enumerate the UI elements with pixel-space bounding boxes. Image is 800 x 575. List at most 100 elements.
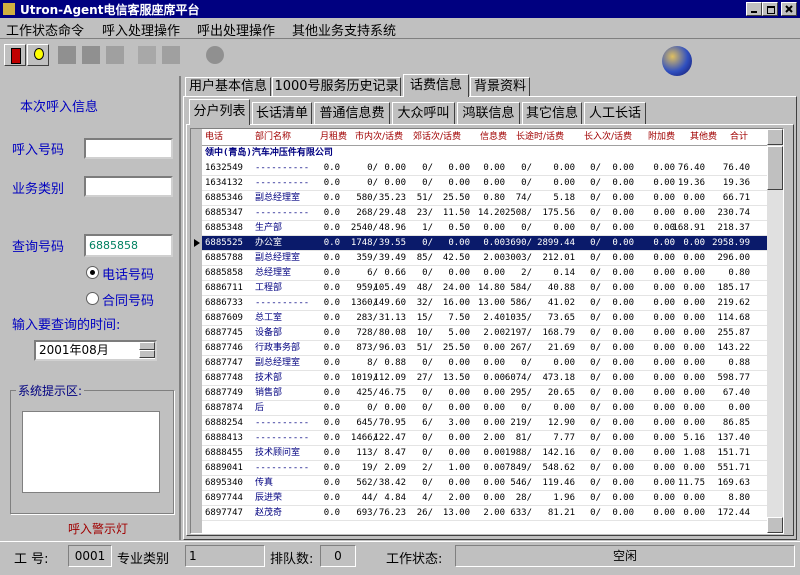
table-row[interactable] <box>202 326 767 341</box>
table-cell: 1748/ <box>350 238 378 248</box>
table-cell: 0.00 <box>653 283 675 293</box>
table-row[interactable] <box>202 356 767 371</box>
subtab[interactable]: 普通信息费 <box>314 102 390 124</box>
toolbar-button[interactable] <box>138 46 156 64</box>
table-cell: 19.36 <box>677 178 705 188</box>
subtab[interactable]: 其它信息 <box>522 102 582 124</box>
scrollbar[interactable] <box>767 129 783 533</box>
table-row[interactable] <box>202 491 767 506</box>
subtab-panel <box>186 124 794 536</box>
table-row[interactable] <box>202 476 767 491</box>
table-row[interactable] <box>202 431 767 446</box>
table-cell: ---------- <box>255 178 310 188</box>
table-row[interactable] <box>202 221 767 236</box>
service-input[interactable] <box>84 176 173 197</box>
table-row[interactable] <box>202 206 767 221</box>
scroll-thumb[interactable] <box>767 146 783 190</box>
table-row[interactable] <box>202 266 767 281</box>
menu-item[interactable]: 工作状态命令 <box>6 24 85 39</box>
radio-button[interactable] <box>86 292 99 305</box>
table-row[interactable] <box>202 506 767 521</box>
menu-item[interactable]: 其他业务支持系统 <box>292 24 397 39</box>
table-cell: 0/ <box>521 178 532 188</box>
menu-item[interactable]: 呼入处理操作 <box>102 24 181 39</box>
table-row[interactable] <box>202 371 767 386</box>
table-row[interactable] <box>202 446 767 461</box>
table-row[interactable] <box>202 191 767 206</box>
table-cell: 0.0 <box>323 463 340 473</box>
status-field: 0 <box>320 545 356 567</box>
table-row[interactable] <box>202 296 767 311</box>
close-button[interactable] <box>781 2 797 16</box>
left-panel <box>0 76 181 540</box>
restore-button[interactable] <box>762 2 778 16</box>
toolbar-button[interactable] <box>4 44 26 66</box>
table-cell: 0/ <box>590 163 601 173</box>
minimize-button[interactable] <box>746 2 762 16</box>
table-row[interactable] <box>202 461 767 476</box>
toolbar-button[interactable] <box>27 44 49 66</box>
toolbar-button[interactable] <box>162 46 180 64</box>
table-cell: 551.71 <box>717 463 750 473</box>
table-cell: 546/ <box>510 478 532 488</box>
radio-label[interactable]: 电话号码 <box>102 268 155 283</box>
tab[interactable]: 话费信息 <box>403 74 469 97</box>
scroll-up[interactable] <box>767 129 783 145</box>
caller-input[interactable] <box>84 138 173 159</box>
table-cell: 0.0 <box>323 268 340 278</box>
table-cell: 1360/ <box>350 298 378 308</box>
table-row[interactable] <box>202 416 767 431</box>
table-cell: 0.00 <box>653 448 675 458</box>
date-picker[interactable]: 2001年08月 <box>34 340 157 361</box>
table-row[interactable] <box>202 386 767 401</box>
table-cell: 16.00 <box>442 298 470 308</box>
table-cell: 2/ <box>521 268 532 278</box>
status-label: 工 号: <box>14 552 49 567</box>
table-row[interactable] <box>202 251 767 266</box>
table-cell: 0/ <box>590 178 601 188</box>
toolbar-button[interactable] <box>58 46 76 64</box>
table-row[interactable] <box>202 401 767 416</box>
table-cell: 6886711 <box>205 283 243 293</box>
table-row[interactable] <box>202 236 767 251</box>
query-input[interactable]: 6885858 <box>84 234 173 257</box>
subtab[interactable]: 长话清单 <box>252 102 312 124</box>
table-row[interactable] <box>202 341 767 356</box>
tab[interactable]: 用户基本信息 <box>185 77 271 96</box>
table-cell: 218.37 <box>717 223 750 233</box>
table-cell: 0.00 <box>683 403 705 413</box>
subtab[interactable]: 大众呼叫 <box>392 102 455 124</box>
subtab[interactable]: 鸿联信息 <box>457 102 520 124</box>
subtab[interactable]: 人工长话 <box>584 102 646 124</box>
table-cell: 3690/ <box>504 238 532 248</box>
table-cell: 0.00 <box>653 508 675 518</box>
radio-button[interactable] <box>86 266 99 279</box>
table-cell: 0.00 <box>683 208 705 218</box>
tab[interactable]: 1000号服务历史记录 <box>272 77 401 96</box>
spin-up[interactable] <box>139 342 155 350</box>
toolbar-button[interactable] <box>82 46 100 64</box>
table-row[interactable] <box>202 161 767 176</box>
table-cell: 1.00 <box>448 463 470 473</box>
scroll-down[interactable] <box>767 517 783 533</box>
table-cell: 219/ <box>510 418 532 428</box>
table-cell: 0.00 <box>483 268 505 278</box>
subtab[interactable]: 分户列表 <box>189 99 250 125</box>
toolbar-button[interactable] <box>206 46 224 64</box>
column-header: 电话 <box>205 132 224 142</box>
table-row[interactable] <box>202 311 767 326</box>
table-cell: 0.00 <box>384 178 406 188</box>
table-cell: 0.00 <box>612 373 634 383</box>
tab[interactable]: 背景资料 <box>470 77 530 96</box>
table-row[interactable] <box>202 281 767 296</box>
table-cell: 0/ <box>422 163 433 173</box>
table-cell: 0/ <box>590 493 601 503</box>
menu-item[interactable]: 呼出处理操作 <box>197 24 276 39</box>
radio-label[interactable]: 合同号码 <box>102 294 155 309</box>
table-cell: 技术顾问室 <box>255 448 301 458</box>
toolbar-button[interactable] <box>106 46 124 64</box>
table-row[interactable] <box>202 176 767 191</box>
table-cell: 0/ <box>590 448 601 458</box>
table-cell: 168.79 <box>542 328 575 338</box>
spin-down[interactable] <box>139 350 155 358</box>
